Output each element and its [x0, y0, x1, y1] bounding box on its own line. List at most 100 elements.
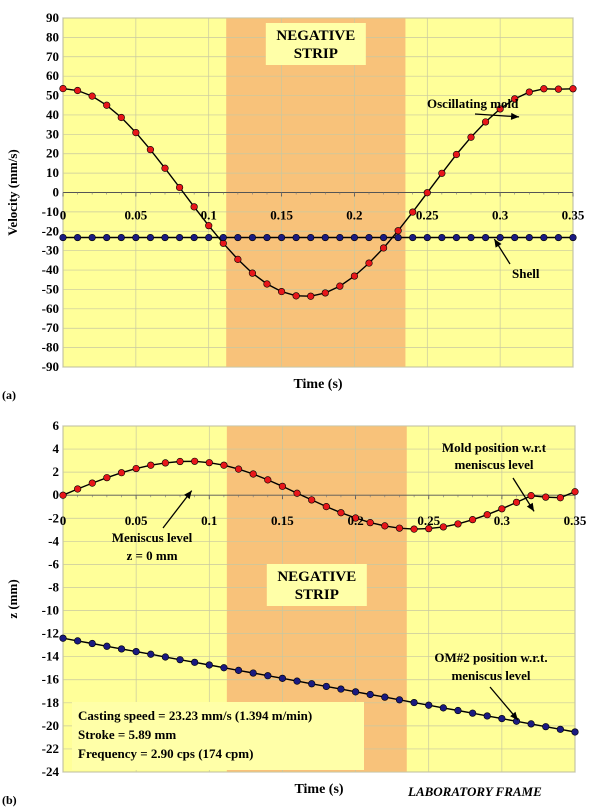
series-layer [59, 84, 577, 300]
oscillating-mold-label: Oscillating mold [427, 96, 519, 111]
data-point [425, 525, 433, 533]
data-point [292, 292, 300, 300]
laboratory-frame-label: LABORATORY FRAME [407, 784, 542, 799]
x-tick-label: 0.2 [347, 513, 363, 528]
info-box [72, 702, 364, 770]
data-point [146, 233, 155, 242]
x-axis-label: Time (s) [294, 782, 343, 797]
data-point [248, 269, 257, 277]
data-point [438, 169, 446, 177]
x-axis-label: Time (s) [293, 377, 342, 392]
y-tick-label: -40 [42, 262, 59, 277]
data-point [525, 233, 533, 242]
x-tick-label: 0 [60, 208, 67, 223]
x-tick-label: 0.3 [494, 513, 511, 528]
x-tick-label: 0.05 [125, 513, 148, 528]
meniscus-label-line1: Meniscus level [112, 530, 193, 545]
data-point [132, 647, 140, 656]
om-position-label-line1: OM#2 position w.r.t. [434, 650, 547, 665]
data-point [307, 292, 315, 300]
data-point [117, 469, 126, 477]
data-point [264, 672, 272, 680]
data-point [308, 680, 316, 688]
shell-label: Shell [512, 266, 540, 281]
data-point [190, 233, 198, 242]
data-point [365, 233, 373, 242]
data-point [293, 677, 301, 685]
panel-label: (b) [2, 793, 17, 807]
stroke-text: Stroke = 5.89 mm [78, 727, 176, 742]
data-point [379, 233, 388, 242]
data-point [395, 696, 404, 704]
data-point [395, 524, 404, 532]
negative-strip-label-box [265, 23, 366, 65]
data-point [234, 465, 243, 473]
data-point [350, 233, 359, 242]
x-tick-label: 0.1 [201, 513, 217, 528]
data-point [73, 233, 82, 242]
data-point [74, 637, 82, 645]
data-point [117, 233, 125, 242]
data-point [132, 464, 140, 473]
data-point [337, 509, 345, 517]
data-point [147, 461, 155, 469]
data-point [263, 280, 271, 288]
y-tick-label: -24 [42, 764, 60, 779]
y-tick-label: 0 [53, 487, 60, 502]
y-tick-label: -50 [42, 281, 59, 296]
arrow-head [184, 490, 192, 500]
data-point [59, 634, 67, 642]
y-tick-label: 0 [53, 185, 60, 200]
data-point [366, 690, 374, 699]
data-point [73, 86, 82, 95]
data-point [423, 233, 431, 242]
data-point [409, 208, 417, 216]
data-point [161, 164, 169, 172]
data-point [161, 233, 169, 242]
data-point [540, 85, 548, 93]
annotation-arrows [474, 112, 520, 265]
data-point [205, 661, 213, 669]
data-point [379, 244, 388, 252]
data-point [410, 698, 418, 707]
x-tick-label: 0.2 [346, 208, 362, 223]
data-point [190, 203, 198, 211]
mold-position-label-line2: meniscus level [454, 457, 533, 472]
data-point [569, 233, 577, 242]
data-point [322, 503, 330, 511]
data-point [219, 233, 227, 242]
y-tick-label: -2 [48, 510, 59, 525]
data-point [88, 479, 96, 487]
data-point [88, 233, 96, 242]
y-tick-label: -30 [42, 243, 59, 258]
x-tick-label: 0.1 [201, 208, 217, 223]
data-point [336, 282, 344, 290]
y-tick-label: -90 [42, 359, 59, 374]
data-point [146, 146, 155, 154]
data-point [248, 233, 257, 242]
annotation-arrows [162, 477, 535, 721]
x-tick-label: 0 [60, 513, 67, 528]
data-point [205, 459, 213, 467]
data-point [132, 233, 140, 242]
data-point [307, 233, 315, 242]
y-tick-label: -80 [42, 340, 59, 355]
data-point [88, 92, 96, 100]
data-point [277, 287, 286, 296]
data-point [467, 133, 475, 141]
data-point [191, 457, 199, 465]
x-tick-label: 0.05 [124, 208, 147, 223]
data-point [59, 233, 67, 242]
data-point [423, 189, 431, 197]
y-tick-label: 40 [46, 107, 59, 122]
y-tick-label: -22 [42, 741, 59, 756]
data-point [249, 470, 257, 478]
negative-strip-label-line2: STRIP [294, 46, 338, 62]
panel-label: (a) [2, 388, 16, 402]
data-point [410, 525, 418, 533]
data-point [249, 669, 257, 677]
data-point [322, 682, 330, 691]
y-tick-label: -12 [42, 626, 59, 641]
y-tick-label: -10 [42, 204, 59, 219]
x-tick-labels: 0 0.05 0.1 0.15 0.2 0.25 0.3 0.35 [60, 513, 587, 528]
